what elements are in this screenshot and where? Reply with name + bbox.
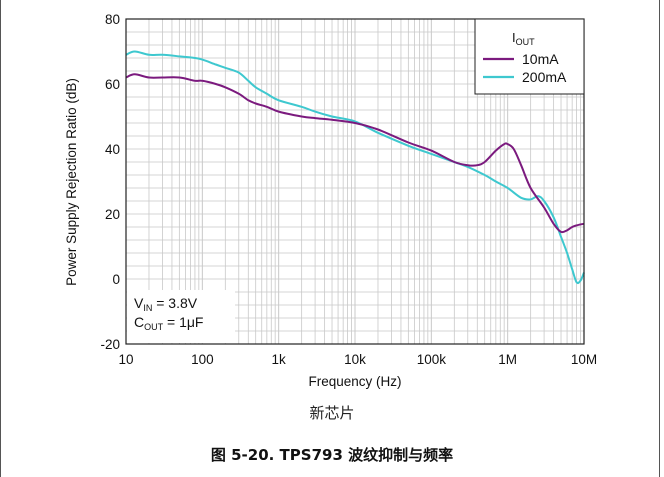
y-tick-label: 60	[105, 77, 120, 92]
x-tick-label: 10M	[571, 352, 597, 367]
y-tick-label: 20	[105, 207, 120, 222]
data-curves	[125, 50, 585, 285]
annotation-box	[127, 290, 235, 343]
series-line-10ma	[125, 73, 585, 234]
y-axis-label: Power Supply Rejection Ratio (dB)	[64, 78, 79, 286]
x-tick-label: 1k	[272, 352, 287, 367]
figure-frame-right	[659, 0, 660, 477]
plot-frame	[125, 18, 585, 345]
legend-label-10ma: 10mA	[522, 51, 559, 67]
y-tick-label: -20	[100, 337, 120, 352]
x-axis-label: Frequency (Hz)	[308, 374, 401, 389]
legend: IOUT 10mA 200mA	[474, 18, 585, 95]
x-tick-label: 100k	[417, 352, 447, 367]
x-tick-label: 10	[118, 352, 133, 367]
y-tick-label: 0	[112, 272, 120, 287]
series-line-200ma	[125, 50, 585, 285]
x-tick-label: 100	[191, 352, 214, 367]
tick-labels: 10 100 1k 10k 100k 1M 10M -20 0 20 40 60 80	[100, 12, 597, 367]
grid-lines	[125, 18, 584, 345]
x-tick-label: 10k	[344, 352, 366, 367]
y-tick-label: 80	[105, 12, 120, 27]
legend-box	[474, 18, 585, 95]
psrr-chart: 10 100 1k 10k 100k 1M 10M -20 0 20 40 60 80 Frequenc…	[64, 12, 597, 389]
annotation-cout: COUT = 1μF	[134, 314, 203, 332]
figure-frame-left	[0, 0, 1, 477]
figure-subcaption: 新芯片	[309, 404, 355, 422]
y-tick-label: 40	[105, 142, 120, 157]
legend-label-200ma: 200mA	[522, 69, 567, 85]
figure-caption: 图 5-20. TPS793 波纹抑制与频率	[210, 446, 454, 464]
legend-title: IOUT	[512, 30, 535, 47]
conditions-annotation: VIN = 3.8V COUT = 1μF	[127, 290, 235, 343]
x-tick-label: 1M	[498, 352, 517, 367]
annotation-vin: VIN = 3.8V	[134, 295, 198, 313]
